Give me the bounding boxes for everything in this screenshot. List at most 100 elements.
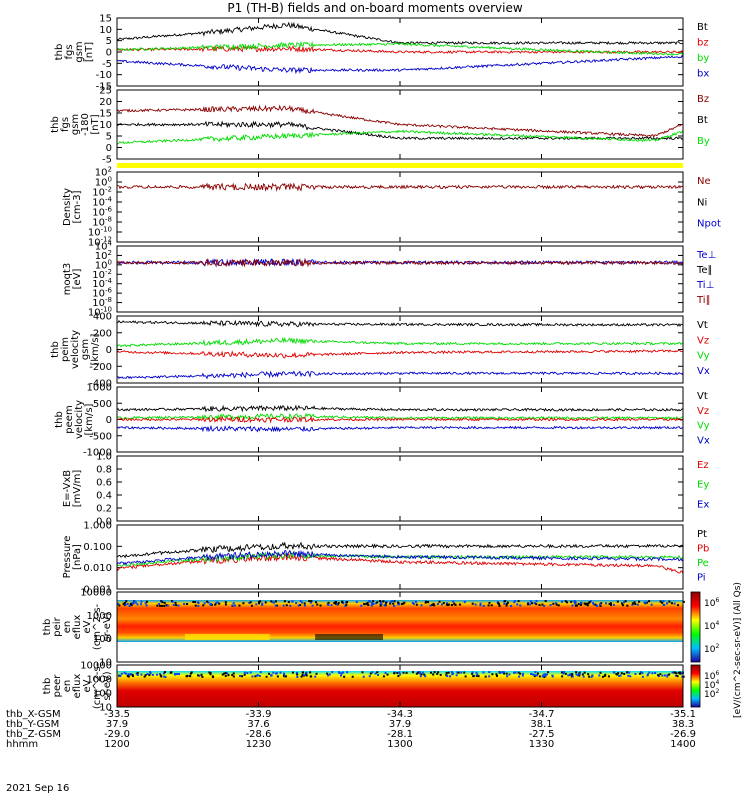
- heatmap-speck: [415, 603, 418, 606]
- ytick-exp: -4: [105, 196, 113, 204]
- heatmap-speck: [475, 674, 478, 677]
- heatmap-speck: [131, 602, 134, 605]
- heatmap-speck: [567, 674, 570, 677]
- ylabel-line: peer: [52, 674, 63, 698]
- heatmap-speck: [283, 600, 286, 603]
- heatmap-speck: [275, 672, 278, 675]
- heatmap-speck: [533, 674, 536, 677]
- heatmap-speck: [577, 603, 580, 606]
- heatmap-speck: [659, 600, 662, 603]
- heatmap-speck: [177, 673, 180, 676]
- legend-label: Ey: [697, 480, 709, 491]
- heatmap-speck: [505, 604, 508, 607]
- heatmap-speck: [516, 603, 519, 606]
- heatmap-speck: [442, 602, 445, 605]
- heatmap-speck: [397, 675, 400, 678]
- legend-label: Pe: [697, 558, 709, 569]
- ytick-exp: 0: [108, 176, 112, 184]
- heatmap-speck: [638, 672, 641, 675]
- heatmap-speck: [276, 675, 279, 678]
- heatmap-speck: [445, 672, 448, 675]
- ylabel-line: peem: [64, 405, 75, 433]
- heatmap-speck: [131, 673, 134, 676]
- heatmap-speck: [533, 602, 536, 605]
- heatmap-speck: [192, 601, 195, 604]
- ylabel-line: (cm^2-s-: [92, 662, 103, 709]
- ylabel-line: fgs: [64, 44, 75, 59]
- heatmap-speck: [460, 671, 463, 674]
- heatmap-speck: [289, 604, 292, 607]
- heatmap-speck: [209, 673, 212, 676]
- heatmap-speck: [310, 675, 313, 678]
- heatmap-speck: [246, 672, 249, 675]
- heatmap-speck: [258, 602, 261, 605]
- heatmap-speck: [438, 600, 441, 603]
- heatmap-speck: [377, 673, 380, 676]
- heatmap-speck: [326, 672, 329, 675]
- heatmap-speck: [297, 604, 300, 607]
- heatmap-speck: [474, 603, 477, 606]
- heatmap-speck: [127, 673, 130, 676]
- heatmap-speck: [496, 674, 499, 677]
- heatmap-speck: [634, 672, 637, 675]
- heatmap-speck: [682, 600, 685, 603]
- heatmap-speck: [647, 673, 650, 676]
- heatmap-speck: [274, 604, 277, 607]
- heatmap-speck: [279, 671, 282, 674]
- heatmap-speck: [249, 601, 252, 604]
- heatmap-speck: [608, 602, 611, 605]
- heatmap-speck: [604, 602, 607, 605]
- heatmap-speck: [327, 601, 330, 604]
- heatmap-speck: [308, 600, 311, 603]
- heatmap-speck: [231, 604, 234, 607]
- heatmap-speck: [140, 600, 143, 603]
- panel-frame: [116, 171, 684, 243]
- series-Vt: [117, 319, 683, 328]
- heatmap-speck: [379, 601, 382, 604]
- heatmap-speck: [648, 671, 651, 674]
- ytick-label: 10: [99, 703, 112, 714]
- ytick-exp: -2: [105, 268, 112, 276]
- heatmap-speck: [529, 603, 532, 606]
- heatmap-speck: [314, 675, 317, 678]
- heatmap-speck: [232, 675, 235, 678]
- heatmap-speck: [384, 672, 387, 675]
- heatmap-speck: [674, 674, 677, 677]
- ylabel-line: [cm-3]: [72, 190, 83, 223]
- heatmap-speck: [482, 604, 485, 607]
- ytick-label: 0.4: [96, 491, 112, 502]
- heatmap-speck: [604, 673, 607, 676]
- ephemeris-row-label: hhmm: [6, 739, 38, 750]
- heatmap-speck: [666, 674, 669, 677]
- heatmap-speck: [380, 603, 383, 606]
- heatmap-speck: [654, 672, 657, 675]
- heatmap-speck: [315, 672, 318, 675]
- heatmap-speck: [156, 673, 159, 676]
- heatmap-speck: [129, 602, 132, 605]
- heatmap-speck: [372, 602, 375, 605]
- heatmap-speck: [233, 604, 236, 607]
- ytick-label: 1.0: [96, 452, 112, 463]
- heatmap-speck: [417, 671, 420, 674]
- heatmap-speck: [543, 675, 546, 678]
- ytick-exp: -6: [105, 206, 113, 214]
- heatmap-speck: [587, 673, 590, 676]
- heatmap-speck: [215, 602, 218, 605]
- heatmap-speck: [659, 673, 662, 676]
- heatmap-speck: [264, 601, 267, 604]
- heatmap-speck: [296, 675, 299, 678]
- heatmap-speck: [535, 600, 538, 603]
- heatmap-speck: [529, 600, 532, 603]
- heatmap-speck: [291, 600, 294, 603]
- heatmap-speck: [164, 675, 167, 678]
- heatmap-speck: [571, 675, 574, 678]
- heatmap-speck: [583, 602, 586, 605]
- series-Vz: [117, 349, 683, 359]
- heatmap-speck: [433, 671, 436, 674]
- heatmap-speck: [374, 672, 377, 675]
- heatmap-speck: [496, 601, 499, 604]
- heatmap-speck: [418, 671, 421, 674]
- heatmap-speck: [609, 602, 612, 605]
- heatmap-speck: [128, 604, 131, 607]
